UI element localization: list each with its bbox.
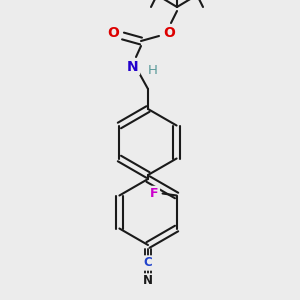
- Text: N: N: [127, 60, 139, 74]
- Text: F: F: [150, 187, 159, 200]
- Text: O: O: [163, 26, 175, 40]
- Text: C: C: [144, 256, 152, 269]
- Text: N: N: [143, 274, 153, 287]
- Text: H: H: [148, 64, 158, 77]
- Text: O: O: [107, 26, 119, 40]
